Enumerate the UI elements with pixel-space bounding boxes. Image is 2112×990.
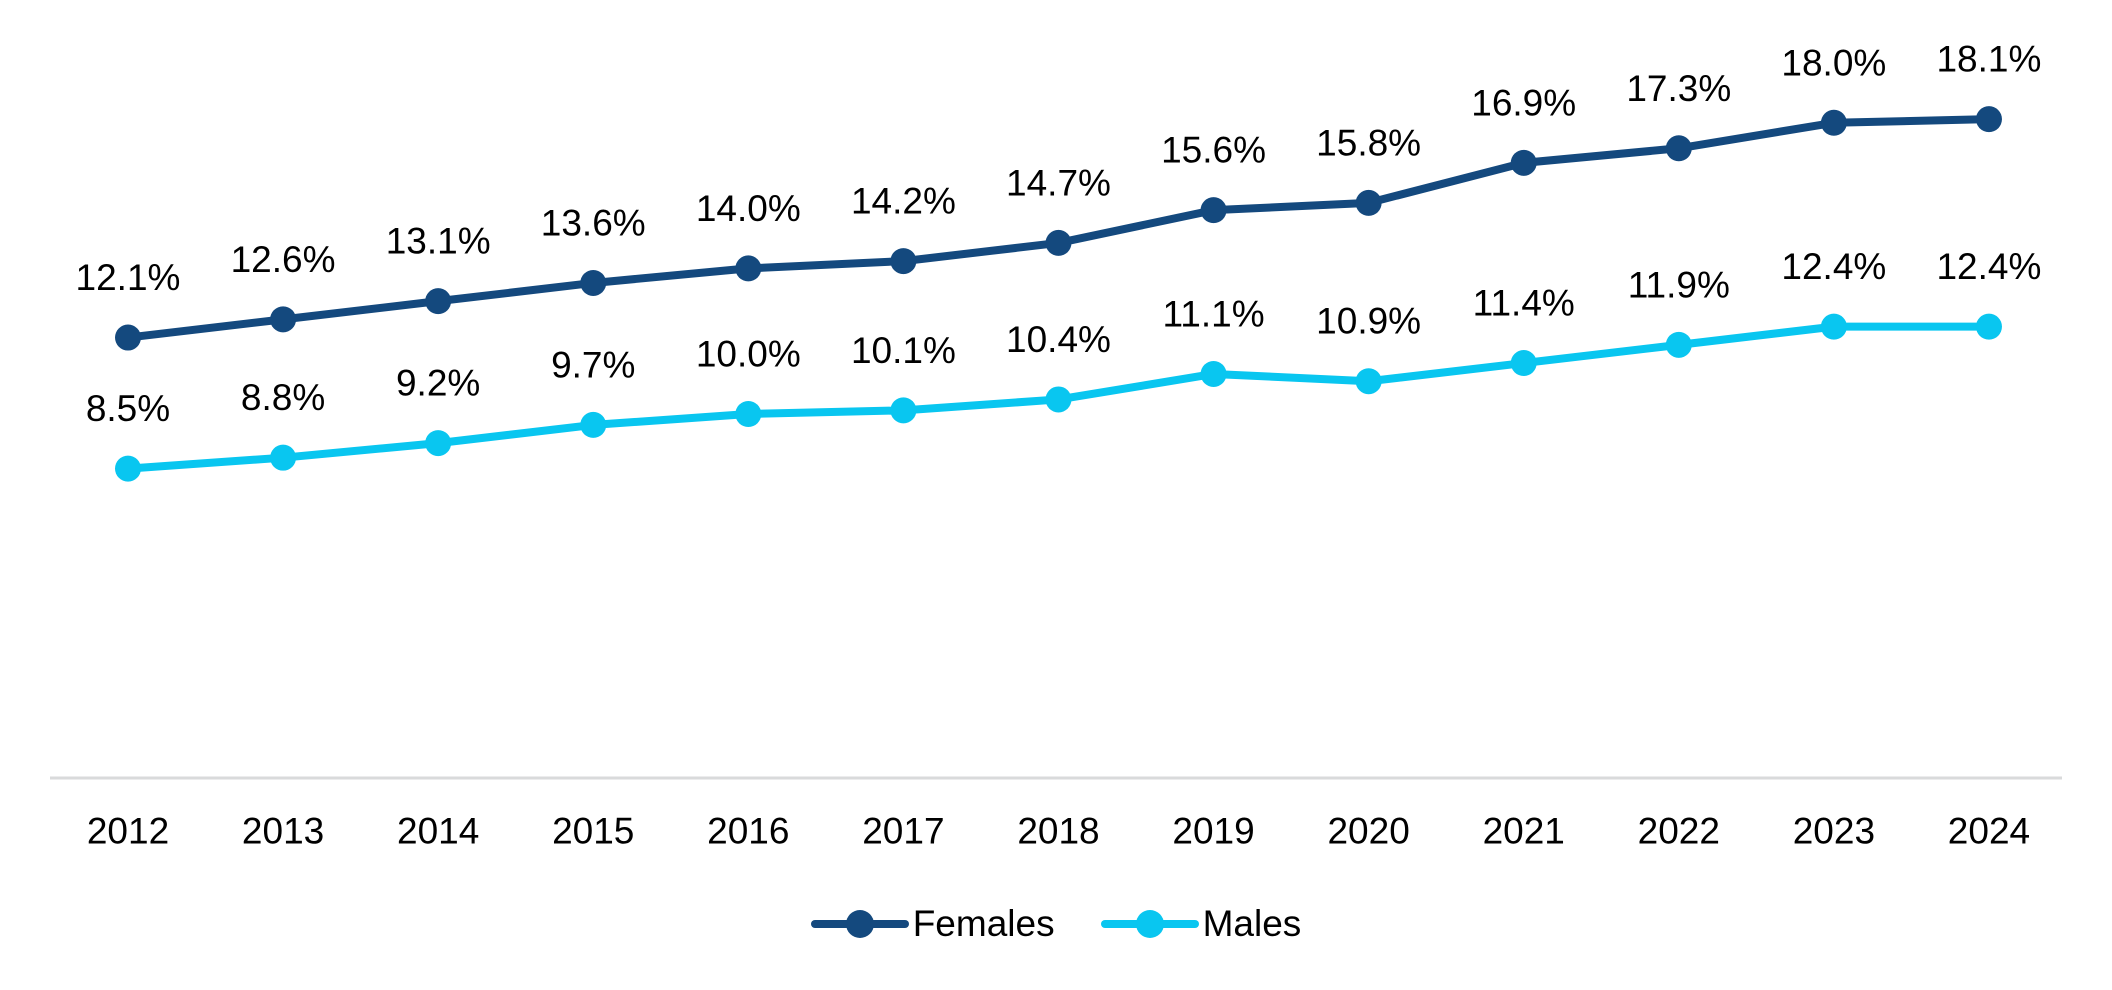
x-axis-tick-label: 2016	[707, 811, 789, 852]
females-data-label: 13.1%	[386, 221, 491, 262]
females-data-label: 14.0%	[696, 188, 801, 229]
females-point-marker	[1355, 189, 1382, 216]
females-data-label: 13.6%	[541, 202, 646, 243]
x-axis-tick-label: 2012	[87, 811, 169, 852]
males-data-label: 10.9%	[1316, 301, 1421, 342]
females-point-marker	[735, 255, 762, 282]
males-point-marker	[890, 397, 917, 424]
females-data-label: 16.9%	[1471, 82, 1576, 123]
females-point-marker	[270, 306, 297, 333]
males-data-label: 10.4%	[1006, 319, 1111, 360]
females-data-label: 12.6%	[231, 239, 336, 280]
legend: Females Males	[0, 901, 2112, 947]
females-point-marker	[1045, 229, 1072, 256]
females-point-marker	[1200, 197, 1227, 224]
males-point-marker	[425, 430, 452, 457]
males-point-marker	[1820, 313, 1847, 340]
females-point-marker	[1510, 149, 1537, 176]
x-axis-tick-label: 2019	[1172, 811, 1254, 852]
females-data-label: 18.0%	[1781, 42, 1886, 83]
x-axis-tick-label: 2024	[1948, 811, 2030, 852]
males-point-marker	[1200, 360, 1227, 387]
males-point-marker	[1045, 386, 1072, 413]
females-data-label: 12.1%	[76, 257, 181, 298]
males-data-label: 11.1%	[1162, 293, 1264, 334]
males-data-label: 11.4%	[1473, 283, 1575, 324]
females-data-label: 15.8%	[1316, 122, 1421, 163]
females-point-marker	[1820, 109, 1847, 136]
females-legend-dot-icon	[845, 910, 874, 938]
males-data-label: 8.8%	[241, 377, 325, 418]
males-data-label: 9.2%	[396, 363, 480, 404]
females-data-label: 18.1%	[1936, 39, 2041, 80]
females-point-marker	[425, 288, 452, 315]
females-point-marker	[115, 324, 141, 351]
x-axis-tick-label: 2021	[1483, 811, 1565, 852]
females-point-marker	[580, 269, 607, 296]
x-axis-tick-label: 2013	[242, 811, 324, 852]
females-data-label: 14.7%	[1006, 162, 1111, 203]
males-point-marker	[1355, 368, 1382, 395]
males-legend-label: Males	[1202, 903, 1302, 944]
x-axis-tick-label: 2014	[397, 811, 479, 852]
males-data-label: 9.7%	[551, 344, 635, 385]
males-data-label: 10.1%	[851, 330, 956, 371]
females-point-marker	[890, 248, 917, 275]
females-legend-label: Females	[912, 903, 1055, 944]
males-point-marker	[270, 444, 297, 471]
females-data-label: 15.6%	[1161, 130, 1266, 171]
males-data-label: 12.4%	[1781, 246, 1886, 287]
males-point-marker	[1665, 331, 1692, 358]
males-data-label: 8.5%	[86, 388, 170, 429]
males-point-marker	[735, 401, 762, 427]
legend-item-females: Females	[810, 901, 1055, 947]
males-point-marker	[115, 455, 141, 482]
males-data-label: 11.9%	[1628, 264, 1730, 305]
females-legend-marker-icon	[810, 910, 909, 938]
x-axis-tick-label: 2022	[1638, 811, 1720, 852]
males-point-marker	[1510, 350, 1537, 377]
females-data-label: 14.2%	[851, 181, 956, 222]
males-point-marker	[580, 411, 607, 438]
x-axis-tick-label: 2017	[862, 811, 944, 852]
males-data-label: 12.4%	[1936, 246, 2041, 287]
x-axis-tick-label: 2020	[1327, 811, 1409, 852]
x-axis-tick-label: 2015	[552, 811, 634, 852]
males-legend-dot-icon	[1135, 910, 1164, 938]
x-axis-tick-label: 2018	[1017, 811, 1099, 852]
legend-item-males: Males	[1100, 901, 1302, 947]
females-point-marker	[1975, 106, 2002, 133]
females-point-marker	[1665, 135, 1692, 162]
males-point-marker	[1975, 313, 2002, 340]
x-axis-tick-label: 2023	[1793, 811, 1875, 852]
males-data-label: 10.0%	[696, 334, 801, 375]
females-data-label: 17.3%	[1626, 68, 1731, 109]
males-legend-marker-icon	[1100, 910, 1199, 938]
